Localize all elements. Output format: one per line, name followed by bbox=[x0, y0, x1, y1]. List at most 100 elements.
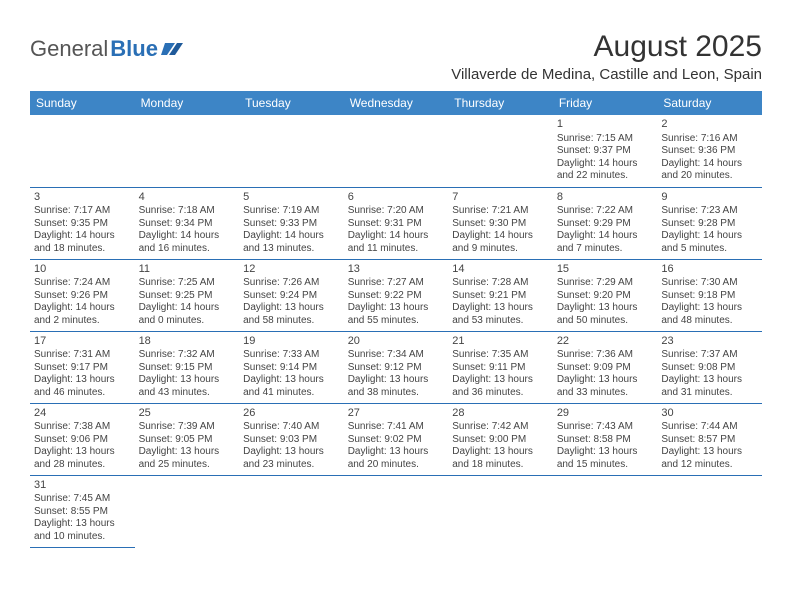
calendar-cell: 7Sunrise: 7:21 AMSunset: 9:30 PMDaylight… bbox=[448, 187, 553, 259]
sunset-text: Sunset: 9:22 PM bbox=[348, 290, 445, 303]
day-number: 16 bbox=[661, 263, 758, 277]
daylight-text: Daylight: 13 hours bbox=[452, 374, 549, 387]
day-number: 10 bbox=[34, 263, 131, 277]
day-number: 23 bbox=[661, 335, 758, 349]
daylight-text: Daylight: 13 hours bbox=[557, 302, 654, 315]
daylight-text: Daylight: 13 hours bbox=[452, 302, 549, 315]
daylight-text: and 31 minutes. bbox=[661, 387, 758, 400]
daylight-text: Daylight: 13 hours bbox=[139, 446, 236, 459]
sunset-text: Sunset: 9:33 PM bbox=[243, 218, 340, 231]
calendar-cell: 6Sunrise: 7:20 AMSunset: 9:31 PMDaylight… bbox=[344, 187, 449, 259]
day-number: 27 bbox=[348, 407, 445, 421]
sunset-text: Sunset: 9:11 PM bbox=[452, 362, 549, 375]
calendar-cell: 17Sunrise: 7:31 AMSunset: 9:17 PMDayligh… bbox=[30, 331, 135, 403]
day-number: 21 bbox=[452, 335, 549, 349]
sunset-text: Sunset: 9:21 PM bbox=[452, 290, 549, 303]
sunset-text: Sunset: 9:25 PM bbox=[139, 290, 236, 303]
daylight-text: Daylight: 13 hours bbox=[243, 446, 340, 459]
sunset-text: Sunset: 9:31 PM bbox=[348, 218, 445, 231]
daylight-text: Daylight: 13 hours bbox=[243, 302, 340, 315]
calendar-cell: 15Sunrise: 7:29 AMSunset: 9:20 PMDayligh… bbox=[553, 259, 658, 331]
calendar-row: 31Sunrise: 7:45 AMSunset: 8:55 PMDayligh… bbox=[30, 475, 762, 547]
sunset-text: Sunset: 9:00 PM bbox=[452, 434, 549, 447]
daylight-text: and 7 minutes. bbox=[557, 243, 654, 256]
calendar-cell-empty bbox=[553, 475, 658, 547]
weekday-header: Friday bbox=[553, 91, 658, 115]
calendar-page: General Blue August 2025 Villaverde de M… bbox=[0, 0, 792, 558]
daylight-text: Daylight: 13 hours bbox=[34, 518, 131, 531]
calendar-cell-empty bbox=[448, 475, 553, 547]
sunrise-text: Sunrise: 7:32 AM bbox=[139, 349, 236, 362]
calendar-cell-empty bbox=[135, 475, 240, 547]
calendar-cell: 8Sunrise: 7:22 AMSunset: 9:29 PMDaylight… bbox=[553, 187, 658, 259]
daylight-text: Daylight: 13 hours bbox=[557, 446, 654, 459]
daylight-text: and 43 minutes. bbox=[139, 387, 236, 400]
header: General Blue August 2025 Villaverde de M… bbox=[30, 30, 762, 83]
daylight-text: and 46 minutes. bbox=[34, 387, 131, 400]
sunrise-text: Sunrise: 7:23 AM bbox=[661, 205, 758, 218]
sunset-text: Sunset: 9:24 PM bbox=[243, 290, 340, 303]
daylight-text: and 15 minutes. bbox=[557, 459, 654, 472]
daylight-text: and 55 minutes. bbox=[348, 315, 445, 328]
day-number: 13 bbox=[348, 263, 445, 277]
sunrise-text: Sunrise: 7:25 AM bbox=[139, 277, 236, 290]
sunrise-text: Sunrise: 7:19 AM bbox=[243, 205, 340, 218]
calendar-cell-empty bbox=[344, 475, 449, 547]
calendar-cell: 18Sunrise: 7:32 AMSunset: 9:15 PMDayligh… bbox=[135, 331, 240, 403]
daylight-text: Daylight: 13 hours bbox=[348, 302, 445, 315]
day-number: 19 bbox=[243, 335, 340, 349]
daylight-text: Daylight: 13 hours bbox=[34, 374, 131, 387]
sunrise-text: Sunrise: 7:45 AM bbox=[34, 493, 131, 506]
day-number: 9 bbox=[661, 191, 758, 205]
sunset-text: Sunset: 9:29 PM bbox=[557, 218, 654, 231]
calendar-row: 1Sunrise: 7:15 AMSunset: 9:37 PMDaylight… bbox=[30, 115, 762, 187]
daylight-text: and 5 minutes. bbox=[661, 243, 758, 256]
daylight-text: Daylight: 14 hours bbox=[348, 230, 445, 243]
daylight-text: and 23 minutes. bbox=[243, 459, 340, 472]
daylight-text: and 20 minutes. bbox=[661, 170, 758, 183]
sunset-text: Sunset: 9:06 PM bbox=[34, 434, 131, 447]
day-number: 18 bbox=[139, 335, 236, 349]
sunrise-text: Sunrise: 7:29 AM bbox=[557, 277, 654, 290]
day-number: 5 bbox=[243, 191, 340, 205]
daylight-text: and 25 minutes. bbox=[139, 459, 236, 472]
weekday-header: Monday bbox=[135, 91, 240, 115]
sunset-text: Sunset: 9:17 PM bbox=[34, 362, 131, 375]
calendar-body: 1Sunrise: 7:15 AMSunset: 9:37 PMDaylight… bbox=[30, 115, 762, 547]
calendar-cell: 10Sunrise: 7:24 AMSunset: 9:26 PMDayligh… bbox=[30, 259, 135, 331]
sunrise-text: Sunrise: 7:24 AM bbox=[34, 277, 131, 290]
calendar-cell: 20Sunrise: 7:34 AMSunset: 9:12 PMDayligh… bbox=[344, 331, 449, 403]
sunset-text: Sunset: 9:37 PM bbox=[557, 145, 654, 158]
daylight-text: Daylight: 13 hours bbox=[452, 446, 549, 459]
sunset-text: Sunset: 8:57 PM bbox=[661, 434, 758, 447]
daylight-text: and 36 minutes. bbox=[452, 387, 549, 400]
calendar-cell: 31Sunrise: 7:45 AMSunset: 8:55 PMDayligh… bbox=[30, 475, 135, 547]
sunrise-text: Sunrise: 7:28 AM bbox=[452, 277, 549, 290]
daylight-text: and 41 minutes. bbox=[243, 387, 340, 400]
sunrise-text: Sunrise: 7:16 AM bbox=[661, 133, 758, 146]
sunset-text: Sunset: 9:26 PM bbox=[34, 290, 131, 303]
daylight-text: Daylight: 13 hours bbox=[139, 374, 236, 387]
calendar-cell: 27Sunrise: 7:41 AMSunset: 9:02 PMDayligh… bbox=[344, 403, 449, 475]
sunrise-text: Sunrise: 7:36 AM bbox=[557, 349, 654, 362]
calendar-cell: 9Sunrise: 7:23 AMSunset: 9:28 PMDaylight… bbox=[657, 187, 762, 259]
sunset-text: Sunset: 9:35 PM bbox=[34, 218, 131, 231]
daylight-text: Daylight: 13 hours bbox=[348, 446, 445, 459]
day-number: 14 bbox=[452, 263, 549, 277]
daylight-text: Daylight: 13 hours bbox=[557, 374, 654, 387]
day-number: 22 bbox=[557, 335, 654, 349]
calendar-row: 10Sunrise: 7:24 AMSunset: 9:26 PM Dayligh… bbox=[30, 259, 762, 331]
sunrise-text: Sunrise: 7:15 AM bbox=[557, 133, 654, 146]
daylight-text: and 0 minutes. bbox=[139, 315, 236, 328]
daylight-text: and 13 minutes. bbox=[243, 243, 340, 256]
title-block: August 2025 Villaverde de Medina, Castil… bbox=[451, 30, 762, 83]
daylight-text: Daylight: 14 hours bbox=[139, 230, 236, 243]
sunrise-text: Sunrise: 7:43 AM bbox=[557, 421, 654, 434]
day-number: 11 bbox=[139, 263, 236, 277]
weekday-header: Saturday bbox=[657, 91, 762, 115]
daylight-text: and 38 minutes. bbox=[348, 387, 445, 400]
daylight-text: Daylight: 14 hours bbox=[661, 158, 758, 171]
day-number: 7 bbox=[452, 191, 549, 205]
calendar-cell: 1Sunrise: 7:15 AMSunset: 9:37 PMDaylight… bbox=[553, 115, 658, 187]
calendar-cell: 23Sunrise: 7:37 AMSunset: 9:08 PMDayligh… bbox=[657, 331, 762, 403]
